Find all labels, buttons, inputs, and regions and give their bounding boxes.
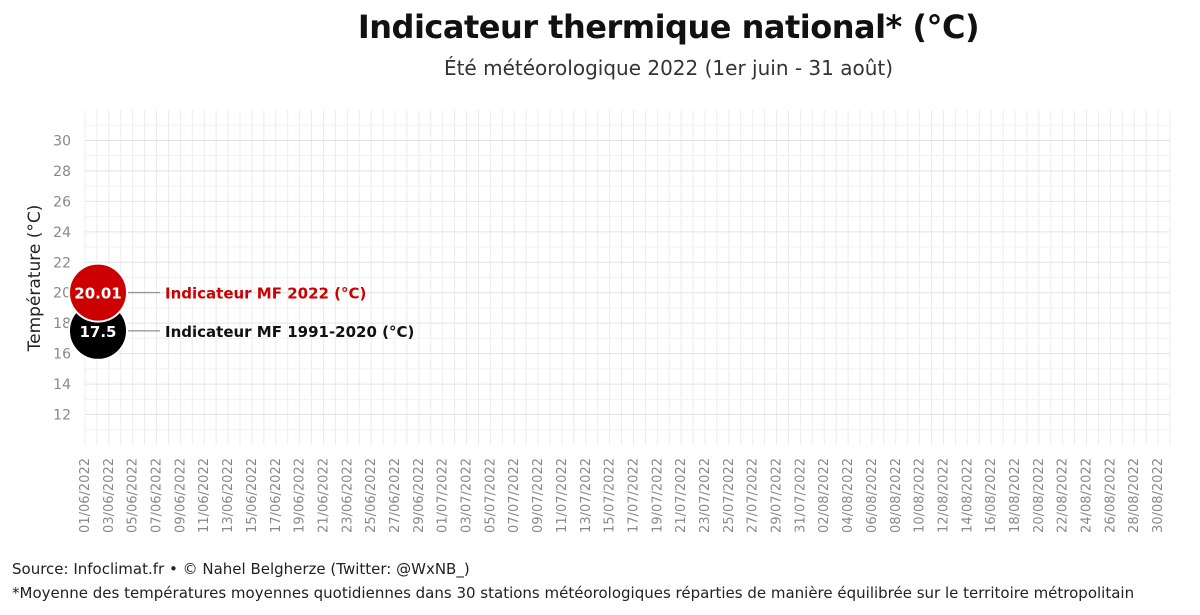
series-label: Indicateur MF 2022 (°C) <box>165 285 366 303</box>
x-tick-label: 13/06/2022 <box>221 458 236 533</box>
y-tick-label: 30 <box>53 133 71 149</box>
chart-series: 17.5 Indicateur MF 1991-2020 (°C) 20.01 Ind… <box>68 262 414 361</box>
x-tick-label: 10/08/2022 <box>913 458 928 533</box>
x-tick-label: 21/07/2022 <box>674 458 689 533</box>
x-tick-label: 11/06/2022 <box>197 458 212 533</box>
x-tick-label: 01/07/2022 <box>436 458 451 533</box>
chart-grid <box>84 110 1171 445</box>
x-tick-label: 09/06/2022 <box>173 458 188 533</box>
x-tick-label: 25/07/2022 <box>722 458 737 533</box>
x-tick-label: 07/07/2022 <box>507 458 522 533</box>
x-tick-label: 22/08/2022 <box>1056 458 1071 533</box>
y-tick-label: 16 <box>53 347 71 363</box>
series-point <box>68 262 128 323</box>
x-tick-label: 14/08/2022 <box>960 458 975 533</box>
y-tick-label: 20 <box>53 286 71 302</box>
y-tick-label: 26 <box>53 194 71 210</box>
y-tick-label: 14 <box>53 377 71 393</box>
x-tick-label: 03/07/2022 <box>460 458 475 533</box>
y-axis-title: Température (°C) <box>25 205 45 353</box>
x-tick-label: 02/08/2022 <box>817 458 832 533</box>
x-tick-label: 16/08/2022 <box>984 458 999 533</box>
x-tick-label: 27/06/2022 <box>388 458 403 533</box>
x-tick-label: 06/08/2022 <box>865 458 880 533</box>
x-tick-label: 13/07/2022 <box>579 458 594 533</box>
x-tick-label: 05/07/2022 <box>483 458 498 533</box>
x-tick-label: 18/08/2022 <box>1008 458 1023 533</box>
x-tick-label: 04/08/2022 <box>841 458 856 533</box>
x-tick-label: 08/08/2022 <box>889 458 904 533</box>
x-tick-label: 19/06/2022 <box>293 458 308 533</box>
x-tick-label: 26/08/2022 <box>1103 458 1118 533</box>
x-tick-label: 27/07/2022 <box>746 458 761 533</box>
x-tick-label: 03/06/2022 <box>102 458 117 533</box>
x-tick-label: 23/07/2022 <box>698 458 713 533</box>
x-tick-label: 29/06/2022 <box>412 458 427 533</box>
y-tick-label: 12 <box>53 408 71 424</box>
x-tick-label: 21/06/2022 <box>316 458 331 533</box>
point-label: 20.01 <box>74 285 121 303</box>
x-tick-label: 24/08/2022 <box>1080 458 1095 533</box>
x-tick-label: 11/07/2022 <box>555 458 570 533</box>
x-tick-label: 30/08/2022 <box>1151 458 1166 533</box>
x-tick-label: 17/07/2022 <box>626 458 641 533</box>
x-tick-label: 31/07/2022 <box>793 458 808 533</box>
chart: 12 14 16 18 20 22 24 26 28 30 01/06/2022 03/06/202… <box>25 110 1171 533</box>
y-tick-label: 24 <box>53 225 71 241</box>
x-tick-label: 28/08/2022 <box>1127 458 1142 533</box>
x-tick-label: 23/06/2022 <box>340 458 355 533</box>
x-tick-label: 07/06/2022 <box>150 458 165 533</box>
point-label: 17.5 <box>79 323 116 341</box>
x-tick-label: 25/06/2022 <box>364 458 379 533</box>
y-tick-label: 28 <box>53 164 71 180</box>
y-tick-label: 22 <box>53 255 71 271</box>
chart-subtitle: Été météorologique 2022 (1er juin - 31 a… <box>443 56 894 80</box>
x-axis: 01/06/2022 03/06/2022 05/06/2022 07/06/2022… <box>78 458 1166 533</box>
x-tick-label: 12/08/2022 <box>936 458 951 533</box>
footnote: *Moyenne des températures moyennes quoti… <box>12 584 1135 602</box>
x-tick-label: 05/06/2022 <box>126 458 141 533</box>
chart-title: Indicateur thermique national* (°C) <box>357 8 980 46</box>
y-tick-label: 18 <box>53 316 71 332</box>
x-tick-label: 01/06/2022 <box>78 458 93 533</box>
x-tick-label: 20/08/2022 <box>1032 458 1047 533</box>
source-credit: Source: Infoclimat.fr • © Nahel Belgherz… <box>12 560 470 578</box>
series-label: Indicateur MF 1991-2020 (°C) <box>165 323 414 341</box>
x-tick-label: 17/06/2022 <box>269 458 284 533</box>
x-tick-label: 15/07/2022 <box>603 458 618 533</box>
x-tick-label: 15/06/2022 <box>245 458 260 533</box>
x-tick-label: 29/07/2022 <box>770 458 785 533</box>
y-axis: 12 14 16 18 20 22 24 26 28 30 <box>53 133 71 423</box>
x-tick-label: 09/07/2022 <box>531 458 546 533</box>
x-tick-label: 19/07/2022 <box>650 458 665 533</box>
